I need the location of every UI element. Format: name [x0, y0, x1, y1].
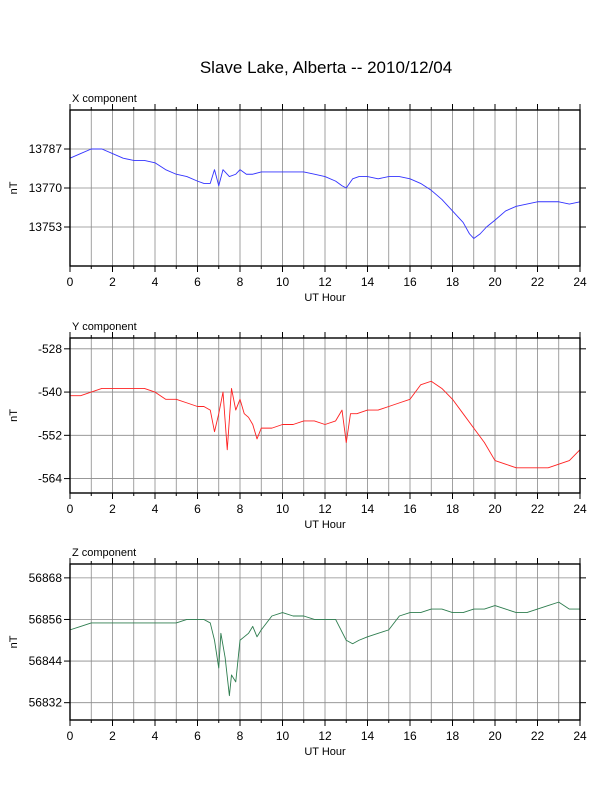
x-tick-label: 24 — [573, 502, 587, 516]
x-tick-label: 12 — [318, 275, 332, 289]
panel-title: X component — [72, 93, 137, 105]
x-tick-label: 22 — [531, 502, 545, 516]
x-tick-label: 10 — [276, 502, 290, 516]
x-tick-label: 18 — [446, 502, 460, 516]
x-tick-label: 14 — [361, 729, 375, 743]
series-line — [70, 380, 581, 469]
series-line — [69, 148, 581, 239]
x-tick-label: 4 — [152, 729, 159, 743]
x-tick-label: 8 — [237, 275, 244, 289]
x-tick-label: 12 — [318, 502, 332, 516]
y-axis-title: nT — [8, 409, 20, 422]
series-line — [69, 601, 580, 697]
x-tick-label: 20 — [488, 275, 502, 289]
x-tick-label: 16 — [403, 275, 417, 289]
x-tick-label: 2 — [109, 502, 116, 516]
y-tick-label: -540 — [38, 385, 62, 399]
x-tick-label: 6 — [194, 729, 201, 743]
x-tick-label: 2 — [109, 729, 116, 743]
y-tick-label: 56868 — [29, 571, 63, 585]
panel-title: Y component — [72, 321, 137, 333]
x-axis-title: UT Hour — [304, 746, 346, 758]
y-tick-label: 13787 — [29, 142, 63, 156]
x-tick-label: 22 — [531, 729, 545, 743]
x-tick-label: 12 — [318, 729, 332, 743]
y-tick-label: -528 — [38, 342, 62, 356]
x-tick-label: 22 — [531, 275, 545, 289]
y-tick-label: 56856 — [29, 612, 63, 626]
x-tick-label: 4 — [152, 502, 159, 516]
x-axis-title: UT Hour — [304, 292, 346, 304]
x-tick-label: 18 — [446, 729, 460, 743]
y-tick-label: 13753 — [29, 220, 63, 234]
x-tick-label: 10 — [276, 729, 290, 743]
x-tick-label: 2 — [109, 275, 116, 289]
y-tick-label: -564 — [38, 472, 62, 486]
x-axis-title: UT Hour — [304, 519, 346, 531]
x-tick-label: 6 — [194, 502, 201, 516]
x-tick-label: 0 — [67, 275, 74, 289]
y-tick-label: 56844 — [29, 654, 63, 668]
panel-title: Z component — [72, 547, 136, 559]
x-tick-label: 24 — [573, 275, 587, 289]
y-tick-label: -552 — [38, 428, 62, 442]
x-tick-label: 18 — [446, 275, 460, 289]
x-tick-label: 20 — [488, 729, 502, 743]
x-tick-label: 6 — [194, 275, 201, 289]
x-tick-label: 8 — [237, 729, 244, 743]
x-tick-label: 20 — [488, 502, 502, 516]
x-tick-label: 8 — [237, 502, 244, 516]
page-title: Slave Lake, Alberta -- 2010/12/04 — [199, 58, 453, 77]
x-tick-label: 24 — [573, 729, 587, 743]
x-tick-label: 10 — [276, 275, 290, 289]
y-axis-title: nT — [8, 635, 20, 648]
x-tick-label: 14 — [361, 502, 375, 516]
y-tick-label: 56832 — [29, 696, 63, 710]
x-tick-label: 0 — [67, 502, 74, 516]
panel-3: 0 2 4 6 8 10 12 14 16 18 20 22 245683256844568565686… — [8, 547, 587, 758]
x-tick-label: 4 — [152, 275, 159, 289]
y-tick-label: 13770 — [29, 181, 63, 195]
x-tick-label: 14 — [361, 275, 375, 289]
x-tick-label: 0 — [67, 729, 74, 743]
x-tick-label: 16 — [403, 502, 417, 516]
x-tick-label: 16 — [403, 729, 417, 743]
y-axis-title: nT — [8, 181, 20, 194]
